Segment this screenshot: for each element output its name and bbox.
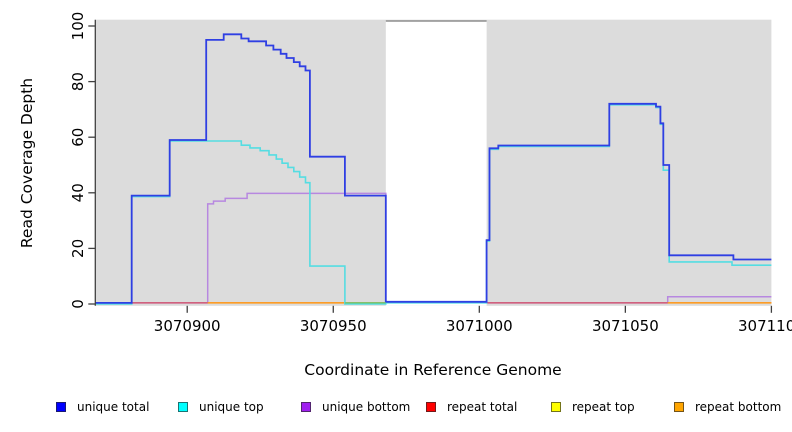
legend: unique total unique top unique bottom re… [0, 399, 792, 417]
legend-item-unique-bottom: unique bottom [301, 399, 410, 415]
unique-top-swatch-icon [178, 402, 188, 412]
y-tick-label: 100 [69, 12, 87, 41]
repeat-top-swatch-icon [551, 402, 561, 412]
legend-label: unique total [77, 400, 150, 414]
repeat-bottom-swatch-icon [674, 402, 684, 412]
repeat-total-swatch-icon [426, 402, 436, 412]
unique-total-swatch-icon [56, 402, 66, 412]
legend-label: repeat top [572, 400, 635, 414]
x-tick-label: 3070900 [154, 317, 221, 335]
legend-item-repeat-top: repeat top [551, 399, 635, 415]
x-tick-label: 3071000 [446, 317, 513, 335]
x-tick-label: 3070950 [300, 317, 367, 335]
legend-item-unique-total: unique total [56, 399, 149, 415]
legend-label: repeat total [447, 400, 518, 414]
legend-label: unique bottom [322, 400, 411, 414]
x-axis-title: Coordinate in Reference Genome [304, 361, 562, 379]
legend-item-unique-top: unique top [178, 399, 264, 415]
unique-bottom-swatch-icon [301, 402, 311, 412]
series-line-unique-total [95, 33, 772, 304]
y-tick-label: 60 [69, 128, 87, 147]
x-tick-label: 3071100 [738, 317, 792, 335]
y-tick-label: 0 [69, 299, 87, 309]
y-axis-title: Read Coverage Depth [18, 77, 36, 249]
legend-label: repeat bottom [695, 400, 782, 414]
legend-item-repeat-total: repeat total [426, 399, 517, 415]
y-tick-label: 40 [69, 183, 87, 202]
coverage-plot: 0 20 40 60 80 100 3070900 3070950 3071000 3071050… [69, 12, 792, 335]
y-tick-label: 80 [69, 72, 87, 91]
legend-item-repeat-bottom: repeat bottom [674, 399, 781, 415]
x-tick-label: 3071050 [592, 317, 659, 335]
legend-label: unique top [199, 400, 264, 414]
y-tick-label: 20 [69, 239, 87, 258]
masked-region [385, 20, 487, 306]
